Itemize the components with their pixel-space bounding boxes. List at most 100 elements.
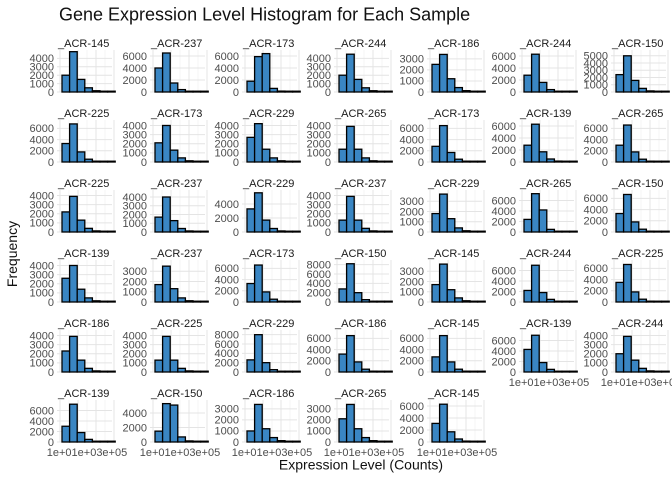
y-tick-label: 0	[48, 227, 54, 239]
histogram-bar	[660, 370, 670, 373]
histogram-bar	[199, 160, 209, 163]
histogram-bar	[253, 192, 263, 233]
histogram-bar	[192, 160, 202, 163]
histogram-bar	[368, 90, 378, 93]
histogram-bar	[454, 297, 464, 303]
y-tick-label: 1000	[584, 358, 608, 370]
histogram-bar	[431, 212, 441, 233]
histogram-bar	[177, 367, 187, 373]
histogram-bar	[91, 90, 101, 93]
facet-label: _ACR-139	[57, 248, 109, 260]
histogram-bar	[99, 160, 109, 163]
y-tick-label: 0	[233, 227, 239, 239]
y-tick-label: 4000	[30, 53, 54, 65]
histogram-bar	[338, 74, 348, 93]
y-tick-label: 2000	[400, 146, 424, 158]
histogram-bar	[91, 230, 101, 233]
histogram-bar	[446, 361, 456, 373]
histogram-bar	[615, 281, 625, 303]
histogram-bar	[291, 90, 301, 93]
histogram-bar	[461, 440, 471, 443]
histogram-bar	[177, 88, 187, 93]
y-tick-label: 4000	[30, 260, 54, 272]
histogram-bar	[99, 300, 109, 303]
y-tick-label: 1000	[30, 78, 54, 90]
facet-label: _ACR-173	[242, 38, 294, 50]
facet-label: _ACR-173	[242, 248, 294, 260]
y-tick-label: 4000	[30, 134, 54, 146]
histogram-bar	[383, 440, 393, 443]
x-tick-label: 1e+01e+03e+05	[417, 447, 497, 459]
histogram-bar	[61, 211, 71, 233]
y-tick-label: 6000	[215, 263, 239, 275]
y-tick-label: 0	[418, 367, 424, 379]
y-tick-label: 1000	[400, 287, 424, 299]
histogram-bar	[154, 142, 164, 163]
y-tick-label: 2000	[307, 415, 331, 427]
histogram-bar	[538, 81, 548, 93]
histogram-bar	[261, 148, 271, 163]
histogram-bar	[61, 74, 71, 93]
facet-label: _ACR-145	[57, 38, 109, 50]
histogram-bar	[68, 335, 78, 373]
histogram-bar	[622, 193, 632, 233]
facet-label: _ACR-225	[150, 318, 202, 330]
x-tick-label: 1e+01e+03e+05	[140, 447, 220, 459]
histogram-bar	[177, 227, 187, 233]
histogram-bar	[383, 230, 393, 233]
histogram-bar	[199, 300, 209, 303]
histogram-bar	[276, 370, 286, 373]
histogram-bar	[568, 90, 578, 93]
y-tick-label: 0	[233, 297, 239, 309]
y-tick-label: 2000	[123, 75, 147, 87]
histogram-bar	[184, 370, 194, 373]
y-tick-label: 6000	[492, 51, 516, 63]
y-tick-label: 2000	[30, 426, 54, 438]
facet-label: _ACR-244	[334, 38, 386, 50]
y-tick-label: 4000	[492, 133, 516, 145]
y-tick-label: 5000	[584, 51, 608, 63]
y-tick-label: 4000	[307, 190, 331, 202]
y-tick-label: 1000	[215, 148, 239, 160]
y-tick-label: 1000	[123, 287, 147, 299]
histogram-bar	[438, 53, 448, 93]
y-tick-label: 2000	[30, 349, 54, 361]
y-tick-label: 6000	[584, 263, 608, 275]
histogram-bar	[660, 300, 670, 303]
histogram-bar	[530, 264, 540, 303]
histogram-bar	[469, 230, 479, 233]
facet-label: _ACR-237	[150, 38, 202, 50]
y-tick-label: 0	[510, 157, 516, 169]
y-tick-label: 0	[325, 367, 331, 379]
histogram-bar	[192, 230, 202, 233]
y-tick-label: 6000	[307, 269, 331, 281]
y-tick-label: 6000	[400, 333, 424, 345]
histogram-bar	[84, 367, 94, 373]
histogram-bar	[253, 334, 263, 373]
histogram-bar	[622, 263, 632, 303]
histogram-bar	[177, 157, 187, 163]
y-tick-label: 2000	[123, 139, 147, 151]
y-tick-label: 2000	[400, 276, 424, 288]
histogram-bar	[154, 216, 164, 233]
histogram-bar	[291, 440, 301, 443]
histogram-bar	[261, 428, 271, 443]
histogram-bar	[376, 160, 386, 163]
histogram-bar	[538, 151, 548, 163]
histogram-bar	[68, 264, 78, 303]
y-tick-label: 6000	[215, 51, 239, 63]
histogram-bar	[68, 195, 78, 233]
y-tick-label: 6000	[123, 51, 147, 63]
histogram-bar	[192, 370, 202, 373]
y-tick-label: 4000	[123, 63, 147, 75]
histogram-bar	[338, 219, 348, 233]
histogram-bar	[353, 428, 363, 443]
histogram-bar	[253, 264, 263, 303]
histogram-bar	[269, 87, 279, 93]
histogram-bar	[476, 160, 486, 163]
y-tick-label: 6000	[215, 339, 239, 351]
